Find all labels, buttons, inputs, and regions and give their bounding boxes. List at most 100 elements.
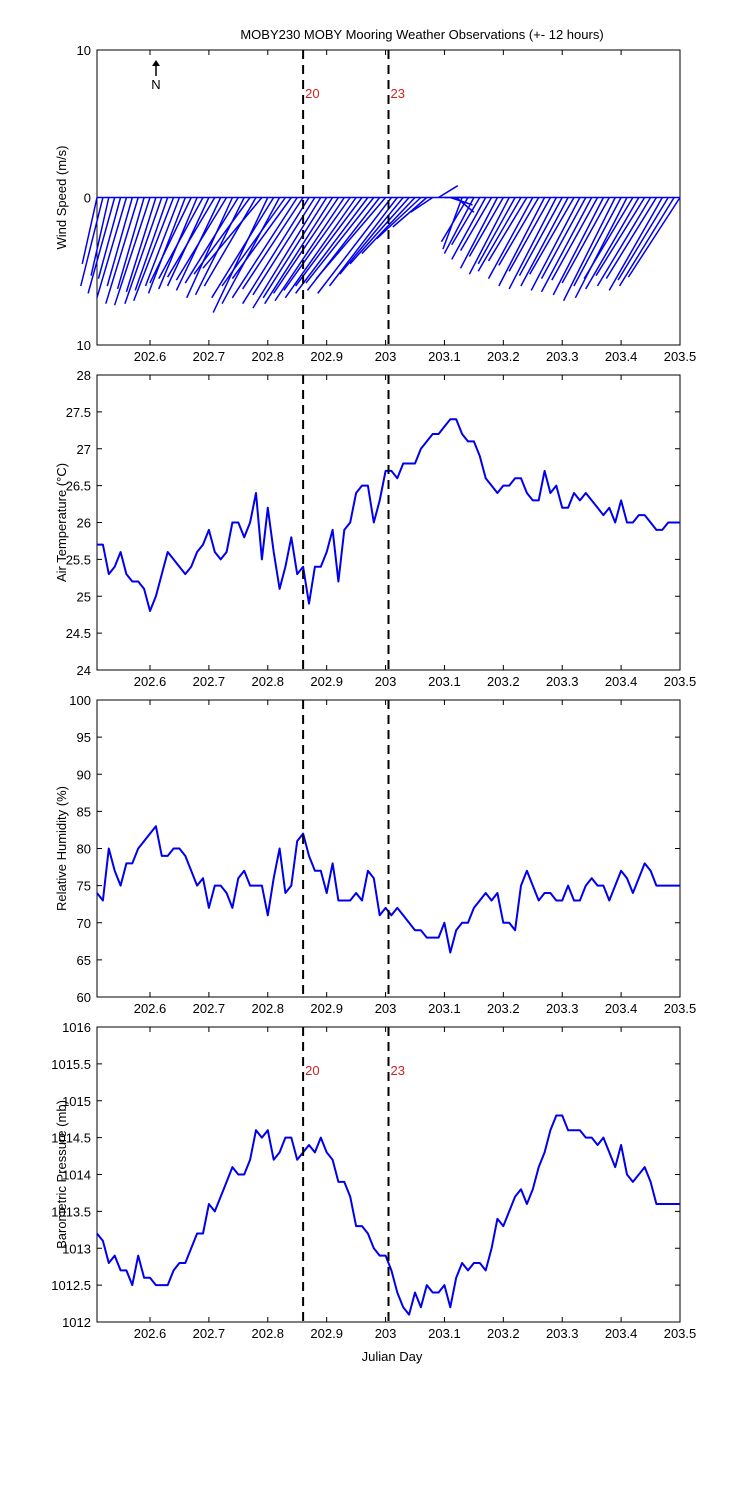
wind-stick [203, 197, 257, 287]
y-tick-label: 1013.5 [51, 1204, 91, 1219]
x-tick-label: 203.4 [605, 1001, 638, 1016]
relative-humidity-y-axis-label: Relative Humidity (%) [54, 786, 69, 911]
x-tick-label: 203.5 [664, 1001, 697, 1016]
north-label: N [151, 77, 160, 92]
wind-stick [573, 197, 622, 287]
wind-stick [459, 197, 493, 251]
wind-stick [80, 197, 104, 287]
x-tick-label: 203.3 [546, 1326, 579, 1341]
x-tick-label: 203.5 [664, 1326, 697, 1341]
y-tick-label: 25.5 [66, 552, 91, 567]
north-arrow-head-icon [152, 60, 160, 66]
y-tick-label: 75 [77, 879, 91, 894]
x-tick-label: 203.4 [605, 349, 638, 364]
y-tick-label: 1014.5 [51, 1131, 91, 1146]
wind-stick [221, 197, 281, 305]
y-tick-label: 70 [77, 916, 91, 931]
x-tick-label: 202.8 [252, 674, 285, 689]
x-tick-label: 202.6 [134, 674, 167, 689]
wind-stick [455, 196, 475, 213]
wind-speed-panel: 202.6 202.7 202.8 202.9 203 203.1 203.2 203.3 20… [54, 43, 696, 364]
wind-stick [410, 196, 434, 213]
barometric-pressure-y-axis-label: Barometric Pressure (mb) [54, 1100, 69, 1249]
x-tick-label: 203.1 [428, 349, 461, 364]
wind-stick [211, 197, 275, 299]
wind-stick [144, 197, 181, 287]
y-tick-label: 95 [77, 730, 91, 745]
wind-stick [468, 197, 510, 275]
wind-stick [605, 197, 658, 280]
wind-stick [193, 197, 251, 275]
y-tick-label: 65 [77, 953, 91, 968]
wind-stick [96, 197, 128, 299]
y-tick-label: 10 [77, 338, 91, 353]
y-tick-label: 24 [77, 663, 91, 678]
wind-stick [175, 197, 228, 281]
wind-stick [451, 197, 487, 260]
x-tick-label: 203.5 [664, 674, 697, 689]
y-tick-label: 10 [77, 43, 91, 58]
x-tick-label: 203.3 [546, 349, 579, 364]
wind-stick [574, 197, 628, 299]
wind-stick [617, 197, 669, 281]
wind-stick [608, 197, 663, 291]
wind-stick [106, 197, 134, 287]
wind-stick [252, 197, 322, 309]
wind-stick [498, 197, 540, 266]
wind-stick [295, 197, 363, 287]
barometric-pressure-series-line [96, 1114, 680, 1316]
y-tick-label: 24.5 [66, 626, 91, 641]
wind-stick [283, 197, 351, 291]
x-tick-label: 202.9 [310, 1001, 343, 1016]
x-tick-label: 202.7 [193, 1001, 226, 1016]
wind-stick [585, 197, 640, 290]
x-tick-label: 202.8 [252, 1001, 285, 1016]
figure-title: MOBY230 MOBY Mooring Weather Observation… [240, 27, 603, 42]
wind-stick [551, 197, 599, 281]
wind-stick [468, 197, 504, 257]
y-tick-label: 25 [77, 589, 91, 604]
wind-stick [231, 197, 298, 299]
wind-stick [90, 197, 110, 276]
event-label: 20 [305, 86, 319, 101]
x-axis-label: Julian Day [362, 1349, 423, 1364]
x-tick-label: 203.2 [487, 349, 520, 364]
x-tick-label: 202.6 [134, 1326, 167, 1341]
wind-stick [116, 197, 145, 290]
wind-stick [81, 197, 98, 265]
wind-stick [97, 197, 122, 279]
wind-stick [349, 197, 410, 265]
event-label: 20 [305, 1063, 319, 1078]
wind-stick [272, 197, 340, 294]
wind-stick [264, 197, 334, 305]
wind-stick [149, 197, 192, 284]
x-tick-label: 203.2 [487, 674, 520, 689]
wind-stick [487, 197, 528, 262]
air-temperature-y-axis-label: Air Temperature (°C) [54, 463, 69, 582]
x-tick-label: 202.7 [193, 674, 226, 689]
wind-stick [552, 197, 605, 296]
event-label: 23 [391, 1063, 405, 1078]
wind-stick [376, 196, 422, 240]
y-tick-label: 1012 [62, 1315, 91, 1330]
y-tick-label: 80 [77, 842, 91, 857]
wind-stick [147, 197, 187, 294]
y-tick-label: 27.5 [66, 405, 91, 420]
wind-stick [194, 197, 245, 296]
wind-stick [438, 185, 459, 199]
wind-stick [520, 197, 569, 287]
wind-stick [477, 197, 522, 272]
x-tick-label: 203.1 [428, 674, 461, 689]
x-tick-label: 202.8 [252, 349, 285, 364]
wind-stick [561, 197, 610, 284]
wind-stick [105, 197, 139, 304]
wind-stick [595, 197, 646, 277]
x-tick-label: 202.9 [310, 349, 343, 364]
wind-stick [295, 197, 369, 294]
wind-stick [596, 197, 652, 287]
air-temperature-panel: 202.6 202.7 202.8 202.9 203 203.1 203.2 203.3 20… [54, 368, 696, 689]
wind-stick [241, 197, 310, 305]
wind-stick [540, 197, 587, 279]
wind-stick [134, 197, 169, 291]
